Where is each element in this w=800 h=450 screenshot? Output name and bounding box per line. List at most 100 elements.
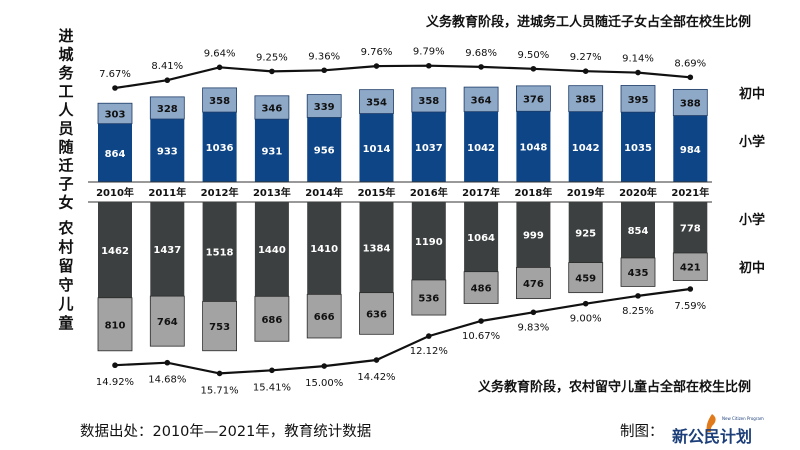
top-ratio-label: 9.76% [361, 47, 393, 58]
bottom-ratio-point [426, 333, 432, 339]
bottom-bar-primary-label: 1384 [363, 243, 391, 254]
top-bar-junior-label: 385 [575, 95, 596, 106]
year-tick-label: 2021年 [671, 186, 709, 199]
bottom-bar-junior-label: 459 [575, 274, 596, 285]
bottom-bar-junior-label: 435 [628, 268, 649, 279]
bottom-bar-junior [202, 301, 238, 352]
bottom-bar-primary [673, 202, 708, 253]
top-ratio-point [269, 68, 275, 75]
top-group-label-char: 务 [58, 64, 74, 82]
top-ratio-label: 9.79% [413, 47, 445, 58]
year-tick-label: 2017年 [462, 186, 500, 199]
bottom-ratio-label: 9.83% [518, 322, 550, 333]
top-ratio-line [114, 64, 691, 90]
bottom-ratio-label: 15.71% [201, 385, 239, 396]
top-group-label-char: 城 [58, 46, 73, 64]
bottom-bar-primary-label: 925 [575, 228, 596, 239]
top-bar-junior [672, 88, 708, 116]
bottom-group-label-char: 童 [58, 314, 73, 332]
top-bar-primary [202, 112, 237, 182]
bottom-bar-junior-label: 753 [209, 322, 230, 333]
top-bar-junior [516, 85, 551, 112]
top-bar-junior [411, 87, 447, 113]
year-tick-label: 2015年 [358, 186, 396, 199]
top-group-label-char: 迁 [58, 157, 73, 175]
bottom-bar-primary-label: 1190 [415, 237, 443, 248]
top-bar-primary [150, 119, 185, 182]
year-tick-label: 2016年 [410, 186, 448, 199]
bottom-ratio-title: 义务教育阶段，农村留守儿童占全部在校生比例 [478, 379, 751, 395]
top-bar-junior-label: 346 [261, 103, 282, 114]
bottom-bar-junior-label: 666 [314, 312, 335, 323]
bottom-bar-primary [202, 202, 237, 302]
top-bar-primary [516, 111, 551, 182]
bottom-ratio-point [582, 300, 589, 307]
top-bar-junior-label: 395 [628, 95, 649, 106]
bottom-bar-primary [568, 202, 603, 263]
bottom-bar-primary-label: 1462 [101, 246, 129, 257]
bottom-ratio-point [635, 293, 641, 299]
top-bar-primary-label: 1036 [206, 143, 234, 154]
top-ratio-point [687, 74, 694, 81]
top-group-label-char: 子 [58, 175, 73, 193]
bottom-bar-primary [307, 202, 342, 295]
top-ratio-label: 9.64% [204, 48, 236, 59]
year-tick-label: 2010年 [96, 186, 134, 199]
bottom-ratio-label: 9.00% [570, 314, 602, 325]
top-ratio-point [216, 64, 223, 71]
top-bar-junior-label: 376 [523, 95, 544, 106]
top-bar-junior [97, 102, 133, 125]
top-bar-junior-label: 354 [366, 98, 387, 109]
top-bar-junior [463, 86, 499, 113]
bottom-bar-primary [411, 202, 446, 280]
bottom-bar-primary-label: 1440 [258, 245, 286, 256]
top-bar-primary-label: 1042 [572, 143, 600, 154]
bottom-group-label-char: 守 [58, 276, 73, 294]
new-citizen-logo: 新公民计划 New Citizen Program [672, 414, 764, 446]
top-ratio-label: 9.50% [518, 50, 550, 61]
bottom-bar-junior [516, 267, 551, 300]
maker-label: 制图： [620, 424, 664, 440]
top-bar-junior [202, 87, 238, 113]
bottom-bar-junior [620, 257, 656, 287]
bottom-bar-junior-label: 486 [471, 284, 492, 295]
bottom-bar-primary-label: 1410 [310, 244, 338, 255]
year-tick-label: 2020年 [619, 186, 657, 199]
bottom-bar-junior [463, 271, 499, 304]
bottom-bar-junior-label: 686 [261, 315, 282, 326]
top-ratio-point [321, 67, 328, 74]
bottom-ratio-label: 14.92% [96, 377, 134, 388]
top-ratio-point [426, 62, 432, 69]
top-bar-primary-label: 1048 [519, 143, 547, 154]
top-ratio-point [478, 64, 484, 70]
bottom-bar-primary [516, 202, 551, 268]
top-bar-junior [568, 85, 604, 113]
bottom-bar-junior [254, 295, 290, 342]
top-bar-junior-label: 358 [418, 96, 439, 107]
bottom-group-label-char: 儿 [57, 295, 73, 313]
bottom-ratio-point [269, 367, 275, 374]
top-bar-junior [149, 96, 185, 120]
bottom-bar-junior-label: 636 [366, 309, 387, 320]
bottom-bar-primary [464, 202, 499, 272]
bottom-ratio-label: 8.25% [622, 306, 654, 317]
bottom-ratio-label: 14.68% [148, 375, 186, 386]
top-bar-primary-label: 1035 [624, 143, 652, 154]
top-ratio-point [164, 77, 171, 84]
year-tick-label: 2019年 [567, 186, 605, 199]
bottom-ratio-label: 12.12% [410, 346, 448, 357]
top-ratio-point [373, 63, 380, 69]
bottom-ratio-point [216, 370, 223, 377]
top-group-label-char: 员 [58, 120, 73, 138]
bottom-ratio-point [373, 357, 380, 363]
bottom-panel: 农村留守儿童 1462 810 1437 764 1518 753 1440 686 1410 66… [57, 201, 765, 396]
top-bar-primary-label: 984 [680, 145, 701, 156]
bottom-bar-junior [672, 252, 708, 281]
top-bar-primary [411, 112, 446, 182]
bottom-bar-junior-label: 536 [418, 293, 439, 304]
bottom-bar-junior [306, 293, 342, 339]
top-bar-primary [673, 115, 708, 182]
top-bar-primary [98, 123, 132, 182]
bottom-bar-junior [359, 292, 394, 335]
bottom-bar-primary-label: 999 [523, 231, 544, 242]
